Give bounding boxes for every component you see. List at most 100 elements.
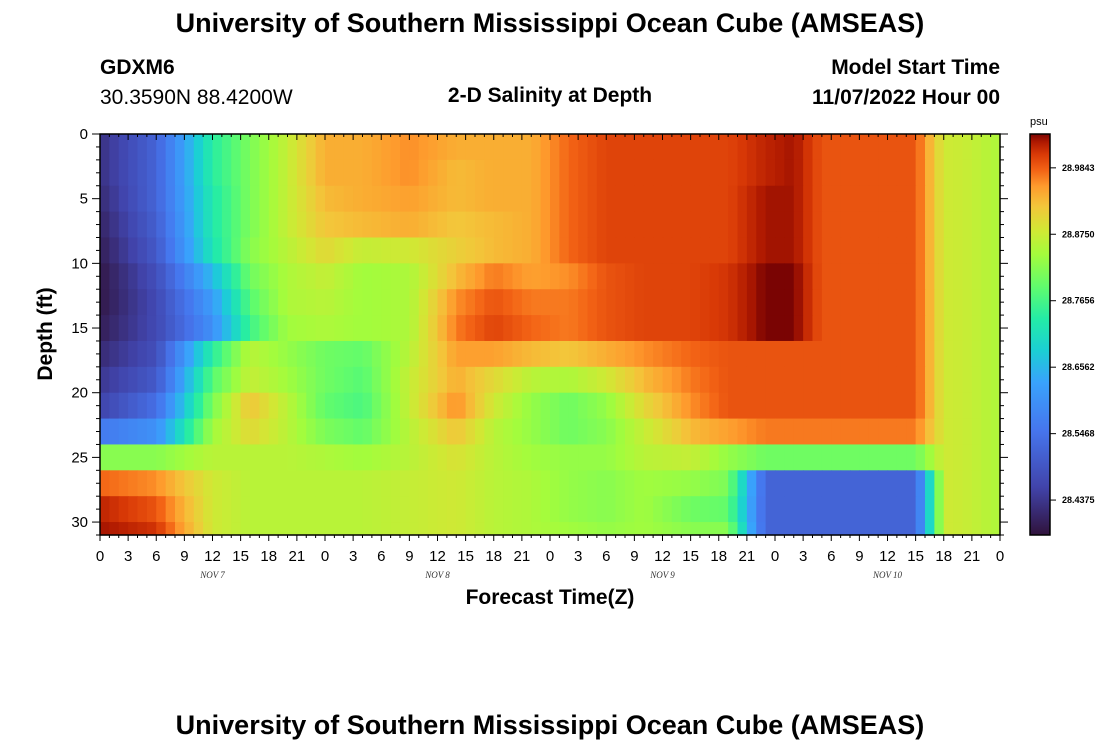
heatmap-cell xyxy=(203,392,214,420)
heatmap-cell xyxy=(653,366,664,394)
heatmap-cell xyxy=(831,366,842,394)
heatmap-cell xyxy=(334,315,345,342)
heatmap-cell xyxy=(859,159,870,187)
heatmap-cell xyxy=(859,392,870,420)
heatmap-cell xyxy=(662,470,673,497)
heatmap-cell xyxy=(456,496,467,523)
heatmap-cell xyxy=(643,418,654,446)
heatmap-cell xyxy=(793,366,804,394)
heatmap-cell xyxy=(231,263,242,290)
heatmap-cell xyxy=(465,289,476,316)
heatmap-cell xyxy=(278,418,289,446)
heatmap-cell xyxy=(587,315,598,342)
heatmap-cell xyxy=(250,185,260,213)
heatmap-cell xyxy=(184,444,195,471)
heatmap-cell xyxy=(971,522,982,536)
heatmap-cell xyxy=(587,211,598,239)
x-tick-label: 9 xyxy=(180,548,188,565)
heatmap-cell xyxy=(634,185,645,213)
heatmap-cell xyxy=(709,185,720,213)
heatmap-cell xyxy=(446,366,457,394)
heatmap-cell xyxy=(906,263,917,290)
heatmap-cell xyxy=(193,185,204,213)
heatmap-cell xyxy=(831,134,842,161)
heatmap-cell xyxy=(587,134,598,161)
heatmap-cell xyxy=(981,237,992,264)
heatmap-cell xyxy=(521,315,532,342)
heatmap-cell xyxy=(671,289,682,316)
heatmap-cell xyxy=(962,444,973,471)
heatmap-cell xyxy=(728,289,739,316)
heatmap-cell xyxy=(775,134,785,161)
heatmap-cell xyxy=(259,340,270,368)
heatmap-cell xyxy=(906,366,917,394)
heatmap-cell xyxy=(681,289,692,316)
heatmap-cell xyxy=(250,496,260,523)
heatmap-cell xyxy=(850,522,860,536)
heatmap-cell xyxy=(878,340,889,368)
heatmap-cell xyxy=(803,496,814,523)
y-tick-label: 20 xyxy=(71,385,88,402)
y-tick-label: 5 xyxy=(80,191,88,208)
heatmap-cell xyxy=(184,211,195,239)
heatmap-cell xyxy=(343,470,354,497)
heatmap-cell xyxy=(887,392,898,420)
heatmap-cell xyxy=(962,289,973,316)
heatmap-cell xyxy=(831,159,842,187)
heatmap-cell xyxy=(118,340,129,368)
heatmap-cell xyxy=(662,185,673,213)
heatmap-cell xyxy=(606,418,617,446)
heatmap-cell xyxy=(175,185,185,213)
heatmap-cell xyxy=(137,134,148,161)
heatmap-cell xyxy=(221,315,232,342)
heatmap-cell xyxy=(400,263,410,290)
heatmap-cell xyxy=(746,470,757,497)
heatmap-cell xyxy=(681,185,692,213)
heatmap-cell xyxy=(568,211,579,239)
y-tick-label: 15 xyxy=(71,320,88,337)
heatmap-cell xyxy=(400,470,410,497)
heatmap-cell xyxy=(456,392,467,420)
heatmap-cell xyxy=(653,237,664,264)
heatmap-cell xyxy=(568,185,579,213)
heatmap-cell xyxy=(775,263,785,290)
heatmap-cell xyxy=(934,366,945,394)
heatmap-cell xyxy=(587,470,598,497)
heatmap-cell xyxy=(240,470,251,497)
heatmap-cell xyxy=(971,392,982,420)
heatmap-cell xyxy=(268,392,279,420)
heatmap-cell xyxy=(934,522,945,536)
heatmap-cell xyxy=(418,470,429,497)
heatmap-cell xyxy=(521,496,532,523)
heatmap-cell xyxy=(512,237,523,264)
x-tick-label: 0 xyxy=(96,548,104,565)
heatmap-cell xyxy=(137,366,148,394)
heatmap-cell xyxy=(428,185,439,213)
heatmap-cell xyxy=(737,159,748,187)
heatmap-cell xyxy=(362,444,373,471)
heatmap-cell xyxy=(709,340,720,368)
heatmap-cell xyxy=(775,366,785,394)
heatmap-cell xyxy=(343,496,354,523)
heatmap-cell xyxy=(981,211,992,239)
heatmap-cell xyxy=(559,522,570,536)
heatmap-cell xyxy=(156,444,167,471)
heatmap-cell xyxy=(943,134,954,161)
heatmap-cell xyxy=(625,496,635,523)
heatmap-cell xyxy=(268,522,279,536)
heatmap-cell xyxy=(821,211,832,239)
heatmap-cell xyxy=(971,366,982,394)
heatmap-cell xyxy=(737,134,748,161)
heatmap-cell xyxy=(596,289,607,316)
heatmap-cell xyxy=(803,418,814,446)
heatmap-cell xyxy=(925,289,935,316)
heatmap-cell xyxy=(925,392,935,420)
x-tick-label: 6 xyxy=(602,548,610,565)
heatmap-cell xyxy=(240,185,251,213)
heatmap-cell xyxy=(671,496,682,523)
heatmap-cell xyxy=(184,392,195,420)
heatmap-cell xyxy=(868,392,879,420)
heatmap-cell xyxy=(690,392,701,420)
heatmap-cell xyxy=(550,315,560,342)
heatmap-cell xyxy=(662,496,673,523)
